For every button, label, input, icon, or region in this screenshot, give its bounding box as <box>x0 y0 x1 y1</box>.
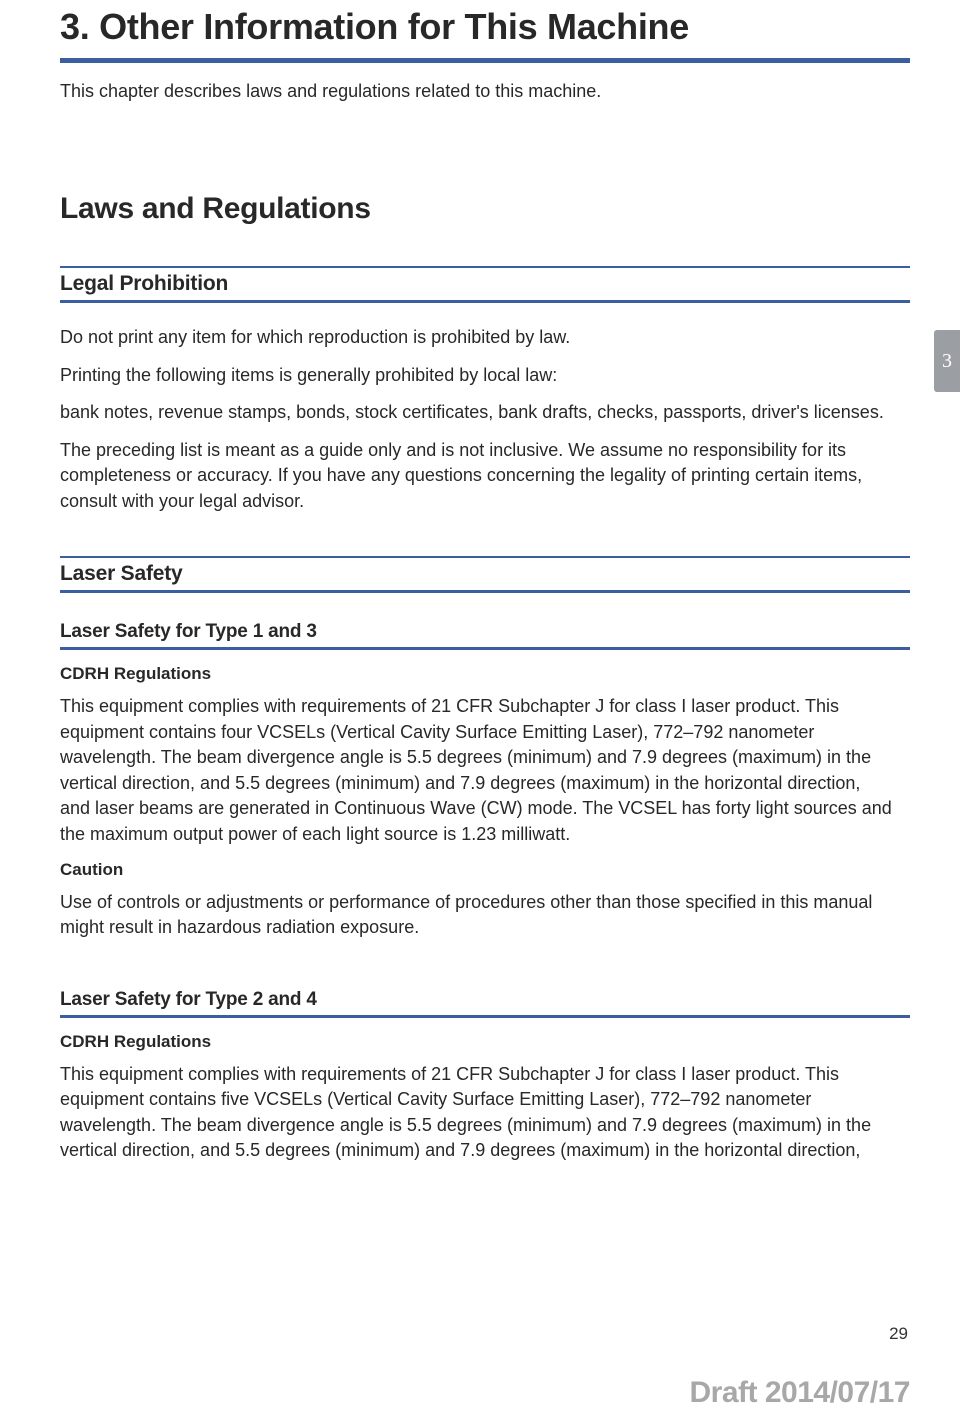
draft-stamp: Draft 2014/07/17 <box>690 1376 911 1410</box>
subheading-legal-prohibition: Legal Prohibition <box>60 266 910 303</box>
paragraph: Printing the following items is generall… <box>60 363 895 389</box>
chapter-tab: 3 <box>934 330 960 392</box>
label-cdrh-regulations: CDRH Regulations <box>60 664 895 684</box>
subheading-laser-type-1-3: Laser Safety for Type 1 and 3 <box>60 621 910 650</box>
paragraph: The preceding list is meant as a guide o… <box>60 438 895 515</box>
paragraph: Do not print any item for which reproduc… <box>60 325 895 351</box>
section-heading-laws: Laws and Regulations <box>60 192 910 226</box>
subheading-laser-type-2-4: Laser Safety for Type 2 and 4 <box>60 989 910 1018</box>
label-caution: Caution <box>60 860 895 880</box>
paragraph: Use of controls or adjustments or perfor… <box>60 890 895 941</box>
page-number: 29 <box>889 1324 908 1344</box>
paragraph: This equipment complies with requirement… <box>60 694 895 847</box>
chapter-title: 3. Other Information for This Machine <box>60 0 910 63</box>
paragraph: This equipment complies with requirement… <box>60 1062 895 1164</box>
subheading-laser-safety: Laser Safety <box>60 556 910 593</box>
chapter-intro: This chapter describes laws and regulati… <box>60 81 910 102</box>
label-cdrh-regulations: CDRH Regulations <box>60 1032 895 1052</box>
paragraph: bank notes, revenue stamps, bonds, stock… <box>60 400 895 426</box>
